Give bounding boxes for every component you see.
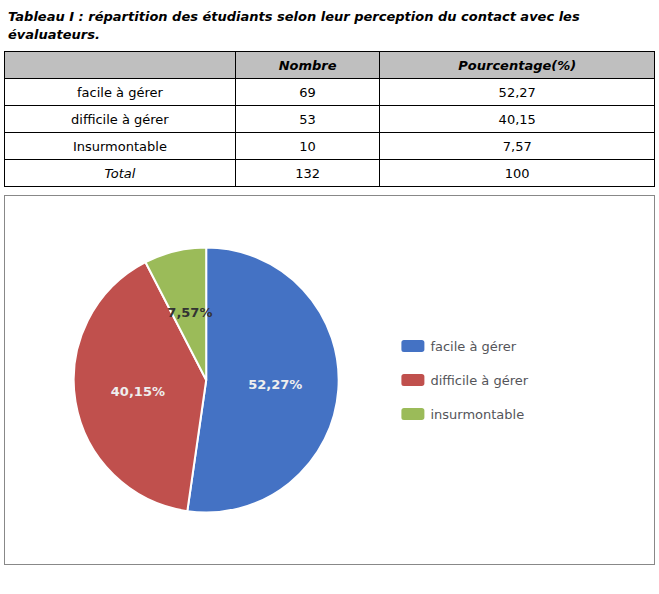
html-text:Pourcentage(%): Pourcentage(%) (458, 57, 577, 73)
svg-text:insurmontable: insurmontable (430, 407, 524, 422)
html-text:100: 100 (504, 165, 530, 181)
html-text:7,57: 7,57 (502, 138, 532, 154)
html-text:10: 10 (299, 138, 316, 154)
html-text:Nombre: Nombre (278, 57, 337, 73)
html-text:Insurmontable: Insurmontable (72, 138, 167, 154)
svg-text:7,57%: 7,57% (167, 305, 212, 320)
svg-text:difficile à gérer: difficile à gérer (430, 373, 528, 388)
html-text:40,15: 40,15 (498, 111, 536, 127)
html-text:difficile à gérer: difficile à gérer (71, 111, 169, 127)
html-text:facile à gérer: facile à gérer (77, 84, 163, 100)
svg-text:52,27%: 52,27% (248, 378, 302, 393)
html-text:Tableau I : répartition des ét: Tableau I : répartition des étudiants se… (8, 9, 580, 42)
html-text:52,27: 52,27 (498, 84, 536, 100)
svg-text:40,15%: 40,15% (111, 384, 165, 399)
html-text:132: 132 (295, 165, 320, 181)
html-text:53: 53 (299, 111, 316, 127)
svg-text:facile à gérer: facile à gérer (430, 339, 516, 354)
html-text:69: 69 (299, 84, 316, 100)
html-text:Total: Total (104, 165, 136, 181)
